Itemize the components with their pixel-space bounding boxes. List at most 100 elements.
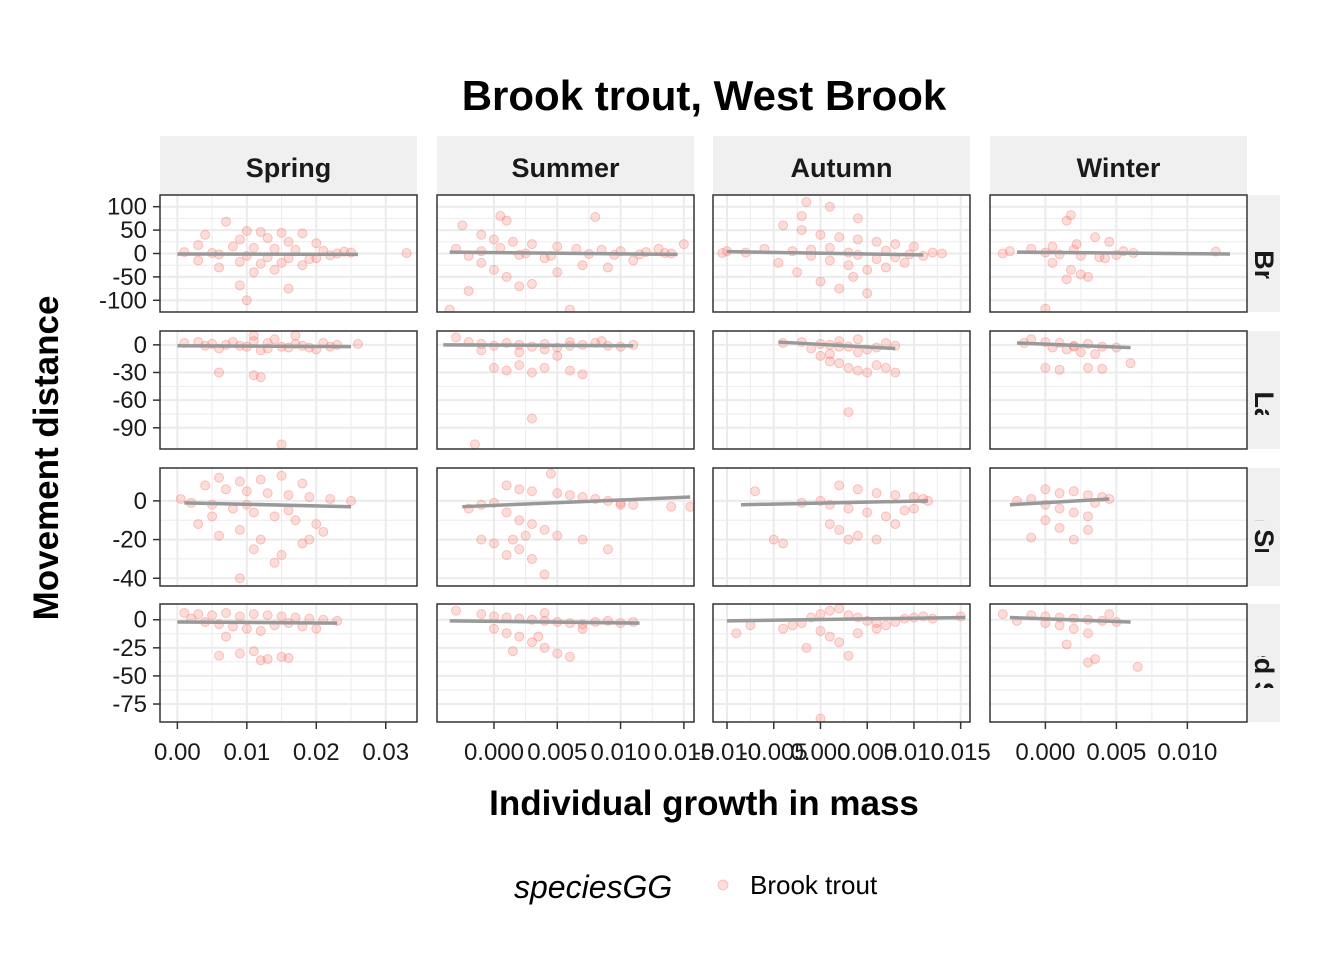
data-point (276, 227, 287, 238)
x-tick-label: 0.010 (591, 739, 651, 766)
data-point (241, 226, 252, 237)
points-group (717, 197, 947, 299)
x-tick-label: 0.000 (464, 739, 524, 766)
data-point (457, 220, 468, 231)
panel-open-small-spring (159, 467, 418, 587)
data-point (311, 519, 322, 530)
data-point (1068, 507, 1079, 518)
data-point (871, 360, 882, 371)
data-point (1132, 661, 1143, 672)
data-point (768, 534, 779, 545)
panel-background (160, 468, 417, 586)
data-point (880, 620, 891, 631)
data-point (501, 215, 512, 226)
data-point (248, 544, 259, 555)
data-point (552, 241, 563, 252)
x-tick-label: 0.000 (790, 739, 850, 766)
data-point (526, 239, 537, 250)
panel-border (712, 194, 971, 313)
data-point (297, 478, 308, 489)
x-tick-label: -0.010 (693, 739, 761, 766)
data-point (539, 642, 550, 653)
y-tick-label: 0 (134, 241, 147, 268)
data-point (514, 347, 525, 358)
points-group (179, 607, 343, 666)
data-point (815, 229, 826, 240)
data-point (843, 362, 854, 373)
y-tick-label: -50 (112, 663, 147, 690)
data-point (824, 242, 835, 253)
y-tick-label: -100 (99, 287, 147, 314)
y-axis-title: Movement distance (27, 296, 66, 621)
data-point (255, 258, 266, 269)
data-point (234, 648, 245, 659)
legend-key-brook-trout (717, 879, 729, 891)
x-tick-label: 0.015 (654, 739, 714, 766)
data-point (220, 484, 231, 495)
data-point (871, 488, 882, 499)
data-point (200, 229, 211, 240)
data-point (283, 505, 294, 516)
panel-background (713, 468, 970, 586)
data-point (824, 255, 835, 266)
data-point (488, 264, 499, 275)
data-point (678, 239, 689, 250)
data-point (539, 569, 550, 580)
data-point (1068, 534, 1079, 545)
x-axis-title: Individual growth in mass (489, 784, 919, 823)
data-point (1104, 609, 1115, 620)
data-point (476, 257, 487, 268)
data-point (852, 365, 863, 376)
data-point (1104, 236, 1115, 247)
data-point (193, 609, 204, 620)
x-tick-label: -0.005 (740, 739, 808, 766)
data-point (507, 646, 518, 657)
data-point (234, 573, 245, 584)
panel-background (713, 331, 970, 449)
data-point (778, 538, 789, 549)
data-point (871, 623, 882, 634)
x-tick-label: 0.000 (1015, 739, 1075, 766)
data-point (501, 271, 512, 282)
strip-autumn (713, 136, 970, 195)
data-point (276, 550, 287, 561)
data-point (297, 260, 308, 271)
data-point (241, 295, 252, 306)
data-point (514, 360, 525, 371)
data-point (1125, 358, 1136, 369)
data-point (1054, 522, 1065, 533)
data-point (1054, 620, 1065, 631)
data-point (463, 285, 474, 296)
data-point (824, 201, 835, 212)
data-point (862, 507, 873, 518)
data-point (731, 628, 742, 639)
panel-border (159, 330, 418, 450)
data-point (602, 544, 613, 555)
data-point (1040, 303, 1051, 312)
data-point (552, 530, 563, 541)
data-point (717, 248, 728, 259)
data-point (852, 530, 863, 541)
data-point (520, 530, 531, 541)
data-point (255, 372, 266, 383)
points-group (997, 210, 1221, 312)
data-point (796, 211, 807, 222)
data-point (843, 650, 854, 661)
data-point (262, 610, 273, 621)
data-point (843, 534, 854, 545)
data-point (234, 476, 245, 487)
panel-background (990, 604, 1247, 722)
data-point (539, 362, 550, 373)
data-point (890, 490, 901, 501)
fit-line (462, 495, 691, 509)
data-point (241, 623, 252, 634)
data-point (501, 628, 512, 639)
fit-line (1016, 341, 1131, 350)
data-point (514, 281, 525, 292)
data-point (283, 283, 294, 294)
data-point (824, 519, 835, 530)
panel-border (712, 330, 971, 450)
y-tick-label: -25 (112, 635, 147, 662)
data-point (801, 642, 812, 653)
data-point (899, 257, 910, 268)
